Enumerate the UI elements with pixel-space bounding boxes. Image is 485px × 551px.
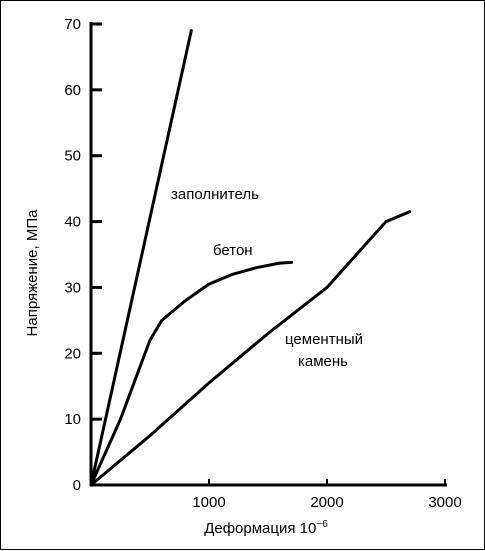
y-tick-label: 10 [64,411,81,428]
aggregate-line [89,29,193,487]
y-tick-label: 70 [64,16,81,33]
y-tick-label: 60 [64,82,81,99]
y-axis-title: Напряжение, МПа [24,209,41,337]
aggregate-label: заполнитель [171,186,259,203]
x-axis-title-exponent: −6 [316,519,328,530]
series-lines [89,29,412,487]
cement-stone-line [89,210,412,487]
concrete-label: бетон [213,242,253,259]
y-tick-label: 30 [64,279,81,296]
y-tick-label: 40 [64,214,81,231]
y-tick-label: 50 [64,148,81,165]
y-ticks: 0 10 20 30 40 50 60 70 [64,16,102,494]
y-tick-label: 20 [64,345,81,362]
curve-labels: заполнитель бетон цементный камень [171,186,363,370]
x-axis-title: Деформация 10−6 [204,519,328,537]
x-ticks: 1000 2000 3000 [192,479,462,511]
cement-stone-label-line: цементный [285,331,363,348]
x-tick-label: 1000 [192,494,225,511]
x-tick-label: 3000 [428,494,461,511]
x-tick-label: 2000 [310,494,343,511]
y-tick-label: 0 [73,477,81,494]
axes [89,22,447,487]
concrete-line [89,260,294,487]
cement-stone-label-line: камень [298,353,348,370]
x-axis-title-main: Деформация 10 [204,520,316,537]
cement-stone-label: цементный камень [285,331,363,370]
